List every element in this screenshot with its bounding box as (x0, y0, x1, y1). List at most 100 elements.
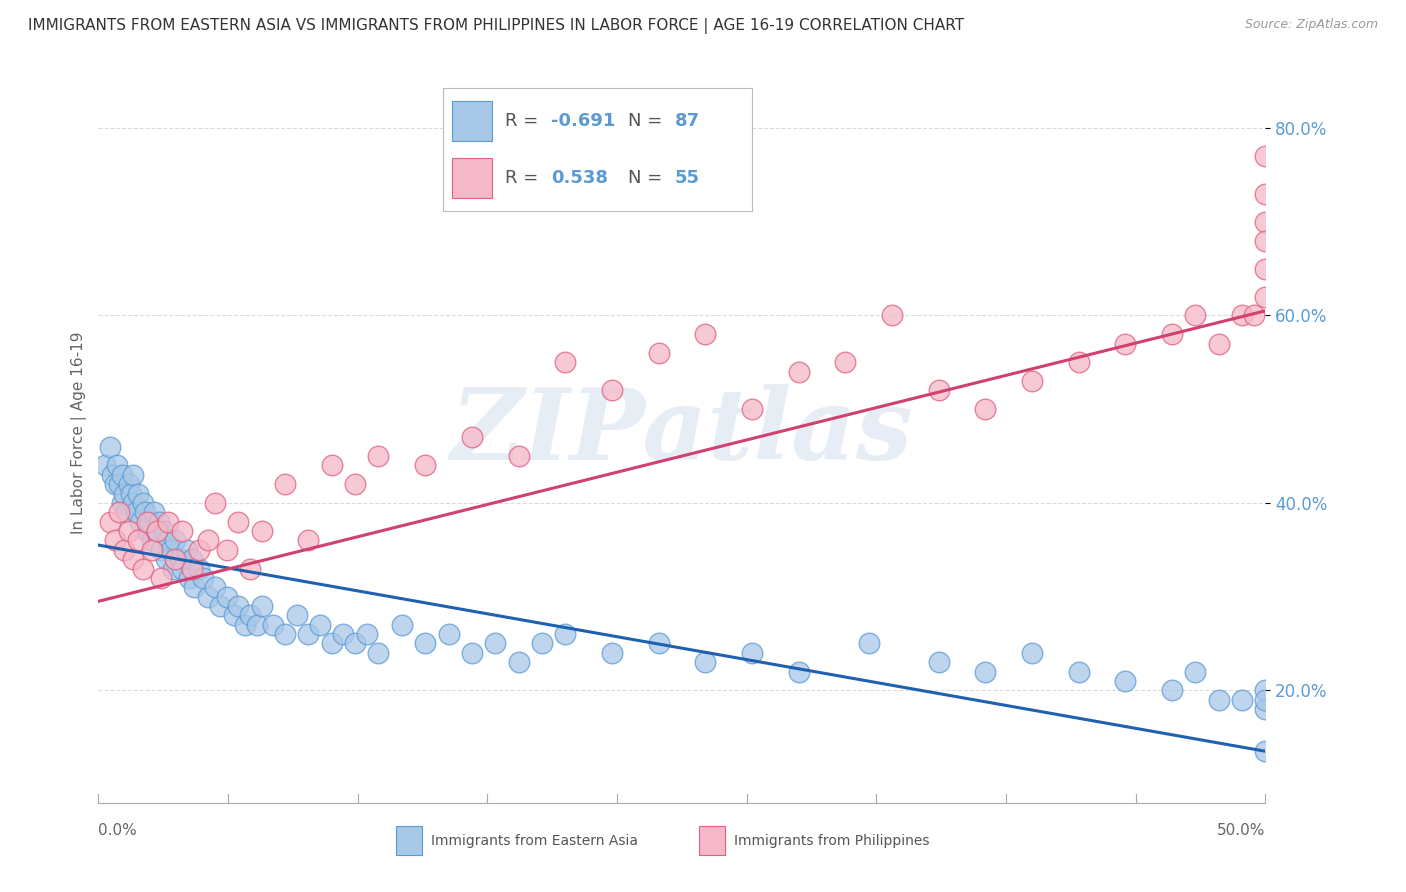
Point (858, 636, 880, 650)
Point (148, 515, 170, 529)
Point (297, 627, 319, 641)
Point (222, 608, 245, 623)
Point (118, 477, 141, 491)
Point (695, 327, 717, 342)
Point (111, 467, 134, 482)
Text: Immigrants from Philippines: Immigrants from Philippines (734, 834, 929, 848)
Point (344, 636, 367, 650)
Point (122, 467, 145, 482)
Point (105, 458, 128, 473)
Point (1021, 646, 1043, 660)
Point (136, 515, 159, 529)
Point (344, 477, 367, 491)
Point (180, 552, 202, 566)
Point (104, 533, 127, 548)
Point (112, 486, 135, 500)
Point (143, 505, 166, 519)
Point (741, 646, 763, 660)
Point (228, 515, 250, 529)
Point (235, 617, 257, 632)
Point (204, 496, 226, 510)
Point (193, 571, 215, 585)
Point (928, 655, 950, 669)
Point (461, 646, 484, 660)
Point (162, 561, 184, 575)
Point (1243, 309, 1265, 323)
Point (139, 515, 162, 529)
Point (169, 552, 191, 566)
Point (159, 542, 181, 557)
Point (413, 458, 436, 473)
Point (274, 477, 297, 491)
Point (125, 505, 148, 519)
Point (98, 440, 121, 454)
Point (239, 608, 262, 623)
Point (1208, 692, 1230, 706)
FancyBboxPatch shape (396, 827, 422, 855)
Point (1254, 234, 1277, 248)
Point (285, 608, 308, 623)
Point (1184, 309, 1206, 323)
Point (391, 617, 413, 632)
Point (741, 402, 763, 417)
Point (787, 365, 810, 379)
Point (157, 533, 180, 548)
Point (1114, 336, 1136, 351)
Point (197, 533, 219, 548)
Point (165, 552, 187, 566)
Point (197, 590, 219, 604)
Point (94, 458, 117, 473)
Point (461, 430, 484, 444)
Point (647, 346, 669, 360)
Point (239, 561, 262, 575)
Point (1254, 683, 1277, 698)
Point (262, 617, 284, 632)
Point (215, 542, 238, 557)
Point (108, 505, 131, 519)
Point (250, 524, 273, 538)
Point (1254, 744, 1277, 758)
Point (208, 599, 231, 613)
Point (187, 561, 209, 575)
Point (132, 561, 155, 575)
Point (600, 646, 623, 660)
Point (204, 580, 226, 594)
Point (122, 496, 145, 510)
Point (132, 496, 155, 510)
Point (98, 515, 121, 529)
Point (297, 533, 319, 548)
Point (108, 477, 131, 491)
Text: 50.0%: 50.0% (1218, 823, 1265, 838)
Point (1230, 309, 1253, 323)
Point (647, 636, 669, 650)
Point (1114, 673, 1136, 688)
FancyBboxPatch shape (699, 827, 725, 855)
Point (180, 561, 202, 575)
Point (141, 542, 163, 557)
Point (215, 590, 238, 604)
Text: Immigrants from Eastern Asia: Immigrants from Eastern Asia (432, 834, 638, 848)
Point (356, 627, 378, 641)
Point (104, 477, 127, 491)
Point (1161, 327, 1184, 342)
Point (1254, 261, 1277, 276)
Point (246, 617, 269, 632)
Point (157, 515, 180, 529)
Point (974, 665, 997, 679)
Point (367, 646, 389, 660)
Point (1067, 665, 1090, 679)
Point (1230, 692, 1253, 706)
Point (118, 524, 141, 538)
Point (1161, 683, 1184, 698)
Point (274, 627, 297, 641)
Point (146, 524, 169, 538)
Point (228, 599, 250, 613)
Y-axis label: In Labor Force | Age 16-19: In Labor Force | Age 16-19 (72, 331, 87, 534)
Point (1208, 336, 1230, 351)
Text: Source: ZipAtlas.com: Source: ZipAtlas.com (1244, 18, 1378, 31)
Point (250, 599, 273, 613)
Point (309, 617, 332, 632)
Point (1254, 692, 1277, 706)
Point (367, 449, 389, 463)
Point (179, 571, 201, 585)
